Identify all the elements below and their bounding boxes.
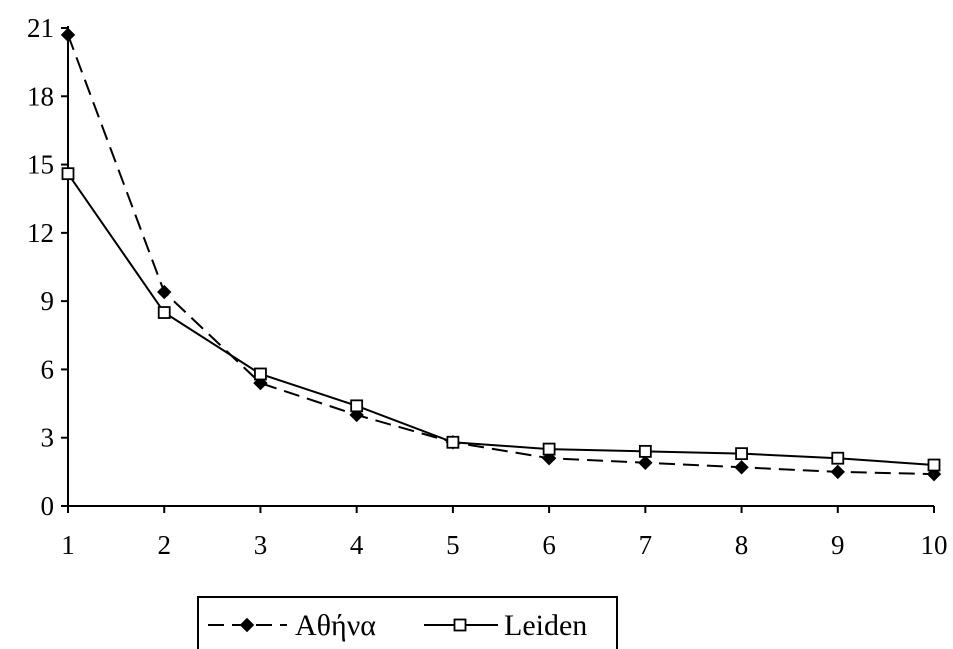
x-tick-label: 3 — [254, 530, 268, 560]
data-point — [350, 399, 364, 413]
data-point — [157, 284, 172, 300]
data-point — [446, 435, 460, 449]
x-tick-label: 1 — [61, 530, 75, 560]
legend-label: Leiden — [504, 609, 587, 642]
legend: Αθήνα Leiden — [197, 596, 618, 649]
legend-label: Αθήνα — [295, 609, 376, 642]
x-tick-label: 7 — [639, 530, 653, 560]
y-tick-label: 12 — [27, 218, 54, 248]
series-line — [67, 173, 935, 467]
y-tick-label: 15 — [27, 150, 54, 180]
x-tick-label: 4 — [350, 530, 364, 560]
legend-swatch-marker — [453, 618, 467, 632]
legend-swatch-marker — [239, 617, 255, 633]
x-tick-label: 2 — [157, 530, 171, 560]
y-tick-label: 9 — [41, 286, 55, 316]
data-point — [734, 460, 749, 475]
y-tick-label: 3 — [41, 423, 55, 453]
x-tick-label: 6 — [542, 530, 556, 560]
data-point — [735, 447, 748, 461]
x-tick-label: 8 — [735, 530, 749, 560]
x-tick-label: 9 — [831, 530, 845, 560]
y-tick-label: 0 — [41, 491, 55, 521]
data-point — [831, 451, 845, 465]
series-layer — [60, 27, 942, 482]
data-point — [927, 458, 941, 472]
data-point — [61, 167, 75, 181]
y-tick-label: 6 — [41, 354, 55, 384]
data-point — [60, 27, 76, 43]
y-tick-label: 21 — [27, 13, 54, 43]
x-tick-label: 5 — [446, 530, 460, 560]
data-point — [830, 464, 845, 480]
series-line — [67, 34, 935, 476]
data-point — [638, 455, 653, 470]
x-tick-label: 10 — [921, 530, 948, 560]
data-point — [157, 306, 171, 319]
series-leiden — [61, 167, 941, 472]
legend-box — [197, 596, 618, 649]
y-tick-label: 18 — [27, 81, 54, 111]
series-athina — [60, 27, 942, 482]
data-point — [542, 442, 556, 456]
data-point — [638, 444, 652, 458]
data-point — [254, 367, 267, 381]
